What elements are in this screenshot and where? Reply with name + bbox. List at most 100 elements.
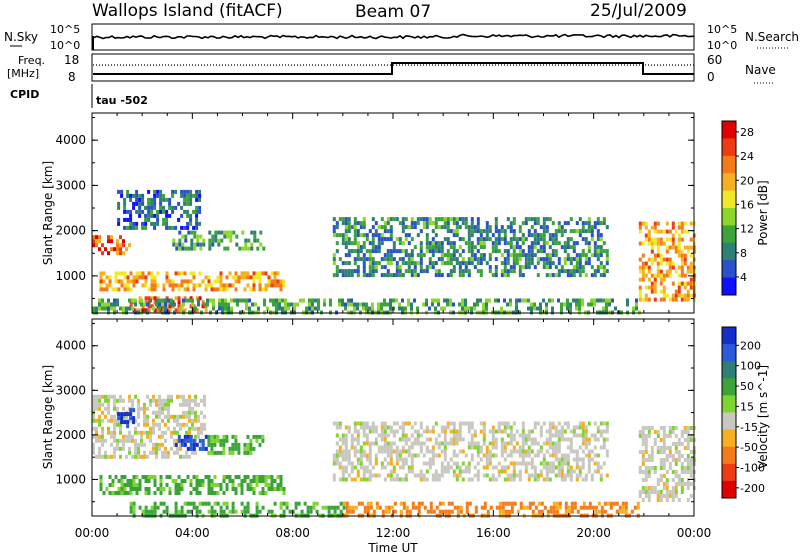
data-cell (156, 487, 160, 491)
data-cell (485, 461, 489, 466)
data-cell (644, 221, 648, 226)
data-cell (105, 487, 109, 491)
data-cell (494, 453, 498, 458)
data-cell (365, 453, 369, 458)
data-cell (518, 445, 522, 450)
data-cell (99, 483, 103, 487)
data-cell (569, 261, 573, 266)
data-cell (530, 302, 533, 307)
data-cell (374, 261, 378, 266)
data-cell (202, 238, 206, 243)
data-cell (119, 446, 122, 451)
data-cell (674, 490, 678, 494)
data-cell (689, 285, 693, 290)
data-cell (596, 245, 600, 250)
data-cell (644, 434, 648, 438)
data-cell (264, 475, 268, 479)
data-cell (452, 257, 456, 262)
data-cell (524, 217, 528, 222)
data-cell (195, 205, 199, 210)
data-cell (530, 461, 534, 466)
data-cell (210, 509, 214, 514)
data-cell (587, 453, 591, 458)
data-cell (261, 271, 265, 276)
data-cell (174, 501, 178, 506)
data-cell (197, 414, 200, 419)
data-cell (134, 454, 137, 459)
data-cell (363, 509, 367, 514)
data-cell (476, 237, 480, 242)
data-cell (450, 501, 454, 506)
data-cell (135, 308, 139, 313)
data-cell (518, 249, 522, 254)
data-cell (183, 479, 187, 483)
data-cell (407, 241, 411, 246)
data-cell (551, 425, 555, 430)
data-cell (347, 429, 351, 434)
data-cell (441, 509, 445, 514)
data-cell (401, 429, 405, 434)
data-cell (182, 454, 185, 459)
data-cell (365, 457, 369, 462)
data-cell (213, 287, 217, 292)
data-cell (345, 501, 349, 506)
data-cell (536, 477, 540, 482)
data-cell (449, 457, 453, 462)
data-cell (380, 465, 384, 470)
data-cell (476, 441, 480, 446)
data-cell (683, 221, 687, 226)
data-cell (180, 213, 184, 218)
data-cell (401, 261, 405, 266)
data-cell (431, 265, 435, 270)
data-cell (638, 450, 642, 454)
data-cell (214, 230, 218, 235)
data-cell (485, 237, 489, 242)
data-cell (671, 297, 675, 302)
data-cell (449, 241, 453, 246)
data-cell (252, 491, 256, 495)
data-cell (656, 237, 660, 242)
data-cell (129, 217, 133, 222)
data-cell (167, 414, 170, 419)
data-cell (533, 302, 536, 307)
data-cell (656, 241, 660, 246)
data-cell (309, 509, 313, 514)
colorbar-tick-label: 15 (740, 400, 754, 413)
data-cell (521, 449, 525, 454)
data-cell (560, 225, 564, 230)
data-cell (491, 433, 495, 438)
data-cell (359, 465, 363, 470)
data-cell (180, 487, 184, 491)
data-cell (641, 478, 645, 482)
data-cell (107, 426, 110, 431)
data-cell (518, 245, 522, 250)
data-cell (188, 406, 191, 411)
data-cell (146, 430, 149, 435)
data-cell (389, 233, 393, 238)
data-cell (365, 421, 369, 426)
data-cell (599, 249, 603, 254)
data-cell (419, 425, 423, 430)
data-cell (110, 239, 113, 244)
data-cell (275, 298, 278, 303)
data-cell (446, 237, 450, 242)
data-cell (350, 249, 354, 254)
velocity-feature-4 (99, 475, 286, 495)
data-cell (500, 421, 504, 426)
data-cell (374, 249, 378, 254)
data-cell (551, 421, 555, 426)
data-cell (599, 265, 603, 270)
data-cell (569, 465, 573, 470)
data-cell (279, 505, 283, 510)
data-cell (422, 217, 426, 222)
data-cell (200, 442, 203, 447)
data-cell (101, 298, 104, 303)
data-cell (144, 509, 148, 514)
colorbar-swatch (722, 138, 736, 157)
freq-tick-bottom: 8 (68, 70, 76, 84)
data-cell (126, 193, 130, 198)
data-cell (228, 479, 232, 483)
data-cell (449, 257, 453, 262)
data-cell (170, 446, 173, 451)
data-cell (452, 217, 456, 222)
